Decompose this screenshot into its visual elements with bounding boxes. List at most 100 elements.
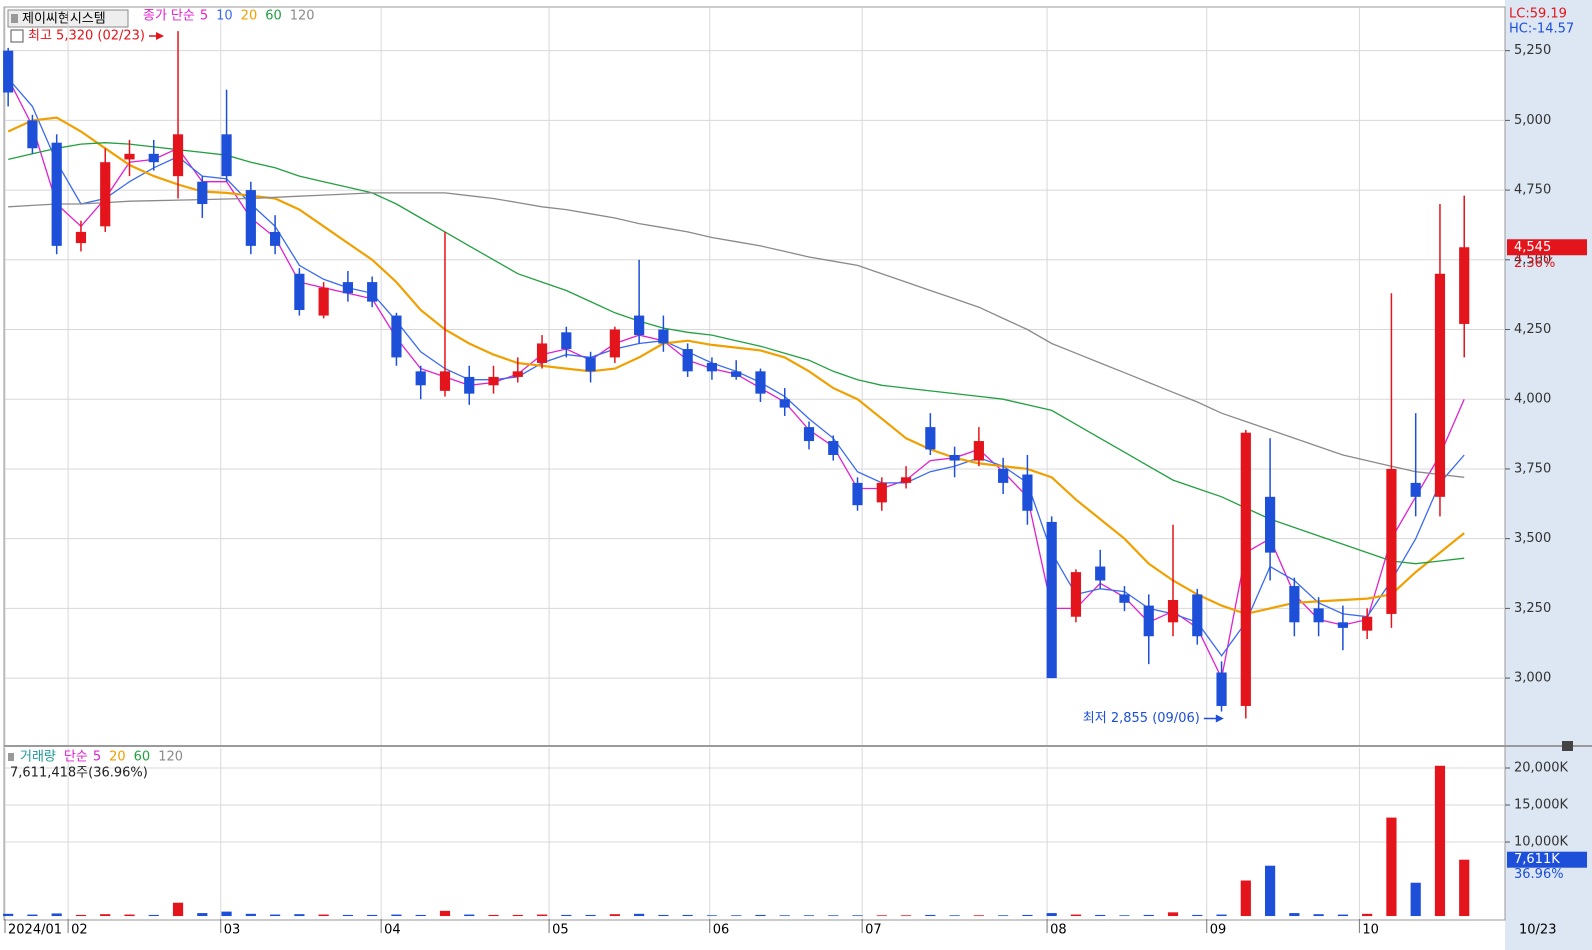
candle-body [779, 399, 790, 408]
volume-bar [51, 913, 62, 917]
calendar-icon [10, 29, 24, 43]
candle-body [1022, 474, 1033, 511]
indicator: LC:59.19 [1509, 7, 1567, 22]
candle-body [1386, 468, 1397, 614]
candle-body [367, 282, 378, 302]
volume-bar [1459, 859, 1470, 917]
volume-bar [828, 915, 839, 917]
candle-body [634, 315, 645, 336]
candle-body [536, 343, 548, 363]
volume-bar [367, 914, 378, 917]
candle-body [75, 231, 87, 244]
y-tick-label: 3,000 [1514, 671, 1551, 686]
legend-label: 종가 [143, 9, 167, 24]
x-tick-label: 03 [224, 923, 241, 938]
volume-bar [1240, 880, 1251, 917]
volume-legend-entry: 60 [134, 750, 151, 765]
volume-bar [852, 915, 863, 917]
y-tick-label: 3,250 [1514, 601, 1551, 616]
candle-body [1434, 273, 1446, 497]
candle-body [803, 427, 815, 442]
candle-body [1264, 496, 1276, 553]
candle-body [318, 287, 329, 316]
candle-body [585, 357, 596, 372]
volume-bar [731, 915, 742, 917]
candle-body [609, 329, 620, 358]
volume-bar [1070, 914, 1082, 917]
legend-method: 단순 [171, 9, 195, 24]
x-tick-label: 10 [1362, 923, 1379, 938]
candle-body [1167, 599, 1179, 623]
y-tick-label: 5,250 [1514, 43, 1551, 58]
volume-bar [148, 914, 159, 917]
candle-body [1070, 572, 1082, 617]
volume-bar [1434, 765, 1446, 917]
title-icon [11, 14, 18, 23]
candle-body [148, 153, 159, 163]
candle-body [1459, 247, 1470, 324]
candle-body [3, 50, 14, 93]
candle-body [197, 181, 208, 205]
candle-body [852, 482, 863, 506]
candle-body [1119, 594, 1130, 603]
candle-body [415, 371, 426, 386]
volume-bar [876, 915, 887, 917]
x-tick-label: 02 [71, 923, 88, 938]
high-arrow-head [156, 32, 165, 40]
candle-body [973, 441, 984, 461]
last-volume-label: 7,611K [1514, 852, 1560, 867]
volume-bar [900, 915, 912, 917]
candle-body [731, 371, 742, 377]
volume-bar [1386, 817, 1397, 917]
volume-bar [658, 914, 669, 917]
volume-bar [1362, 913, 1373, 917]
candle-body [828, 441, 839, 455]
change-label: 2.36% [1514, 256, 1555, 271]
volume-bar [973, 915, 984, 917]
moving-average-line [8, 142, 1465, 565]
y-tick-label: 15,000K [1514, 798, 1568, 813]
candle-body [172, 134, 184, 177]
candle-body [658, 329, 669, 344]
indicator: HC:-14.57 [1509, 22, 1574, 37]
volume-bar [3, 913, 14, 917]
close-button[interactable] [1562, 741, 1573, 751]
candle-body [1289, 586, 1300, 623]
volume-bar [536, 914, 548, 917]
candle-body [1362, 616, 1373, 631]
volume-legend-entry: 20 [109, 750, 126, 765]
volume-bar [270, 914, 281, 917]
candle-body [755, 371, 766, 394]
y-tick-label: 4,000 [1514, 392, 1551, 407]
volume-bar [342, 914, 354, 917]
y-tick-label: 4,250 [1514, 322, 1551, 337]
candle-body [488, 376, 499, 386]
candle-body [1240, 432, 1251, 706]
volume-bar [221, 911, 232, 917]
volume-summary: 7,611,418주(36.96%) [10, 766, 148, 781]
volume-bar [949, 915, 960, 917]
x-tick-label: 05 [552, 923, 569, 938]
volume-bar [391, 914, 402, 917]
last-price-tag [1507, 239, 1587, 256]
volume-bar [1216, 914, 1227, 917]
candle-body [561, 332, 572, 350]
legend-entry: 10 [216, 9, 233, 24]
volume-bar [464, 914, 475, 917]
y-tick-label: 3,750 [1514, 461, 1551, 476]
candle-body [124, 153, 135, 160]
candle-body [1046, 521, 1057, 679]
candle-body [900, 477, 912, 483]
candle-body [464, 376, 475, 394]
x-tick-label: 07 [865, 923, 882, 938]
candle-body [1192, 594, 1203, 637]
candle-body [342, 282, 354, 294]
low-annotation: 최저 2,855 (09/06) [1083, 711, 1200, 726]
right-axis-strip [1505, 0, 1592, 950]
candle-body [27, 120, 38, 149]
volume-bar [1264, 865, 1276, 917]
candle-body [439, 371, 451, 391]
